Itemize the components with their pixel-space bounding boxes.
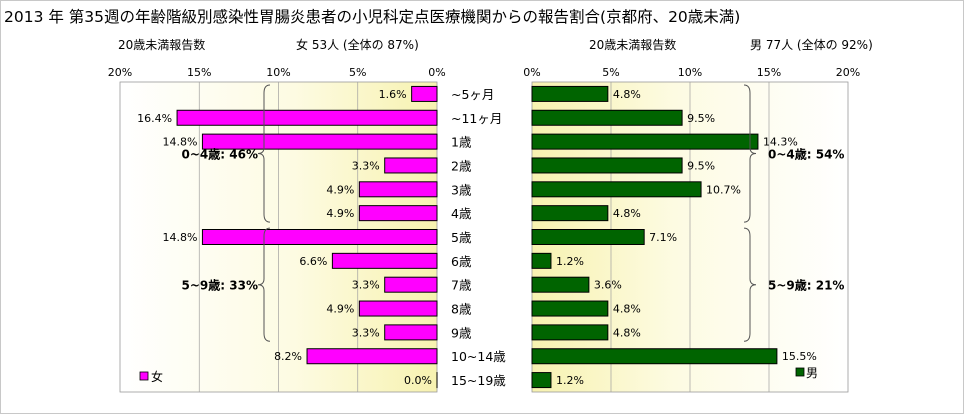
male-group-label: 5~9歳: 21% [768,278,844,293]
male-value-label: 15.5% [782,350,817,363]
male-value-label: 1.2% [556,255,584,268]
male-value-label: 4.8% [613,326,641,339]
female-group-bracket [257,84,271,223]
female-x-tick-label: 5% [349,66,366,79]
category-label: ~11ヶ月 [451,111,502,126]
category-label: 5歳 [451,230,472,245]
category-label: 4歳 [451,206,472,221]
female-value-label: 1.6% [379,88,407,101]
male-bar [531,157,683,174]
male-group-bracket [743,84,757,223]
male-x-tick-label: 5% [602,66,619,79]
male-bar [531,300,609,317]
male-legend-label: 男 [806,366,818,380]
female-value-label: 4.9% [326,207,354,220]
category-label: 3歳 [451,182,472,197]
female-bar [306,348,438,365]
female-x-tick-label: 10% [266,66,290,79]
female-value-label: 14.8% [162,136,197,149]
male-group-bracket [743,227,757,342]
male-value-label: 3.6% [594,279,622,292]
female-bar [331,252,438,269]
female-x-tick-label: 0% [428,66,445,79]
female-bar [176,109,438,126]
female-value-label: 4.9% [326,303,354,316]
male-bar [531,348,778,365]
male-bar [531,372,552,389]
male-x-tick-label: 15% [757,66,781,79]
male-bar [531,324,609,341]
male-bar [531,181,702,198]
female-value-label: 16.4% [137,112,172,125]
male-bar [531,276,590,293]
female-count-summary: 女 53人 (全体の 87%) [296,38,419,52]
female-legend-swatch [139,371,149,381]
female-bar [358,300,438,317]
male-value-label: 9.5% [687,112,715,125]
male-bar [531,109,683,126]
female-bar [384,324,438,341]
female-value-label: 6.6% [299,255,327,268]
female-group-label: 0~4歳: 46% [182,147,258,162]
male-x-tick-label: 10% [678,66,702,79]
male-value-label: 9.5% [687,159,715,172]
male-value-label: 4.8% [613,88,641,101]
category-label: ~5ヶ月 [451,87,494,102]
category-label: 1歳 [451,135,472,150]
male-value-label: 1.2% [556,374,584,387]
category-label: 9歳 [451,325,472,340]
female-value-label: 0.0% [404,374,432,387]
male-bar [531,252,552,269]
female-bar [384,157,438,174]
female-legend-label: 女 [151,369,163,384]
female-value-label: 8.2% [274,350,302,363]
female-group-bracket [257,227,271,342]
male-bar [531,229,645,245]
male-value-label: 14.3% [763,136,798,149]
female-count-label: 20歳未満報告数 [118,38,206,52]
female-x-tick-label: 15% [187,66,211,79]
category-label: 6歳 [451,254,472,269]
female-bar [201,229,438,245]
female-bar [358,205,438,222]
male-bar [531,85,609,102]
male-value-label: 7.1% [649,231,677,244]
female-group-label: 5~9歳: 33% [182,278,258,293]
male-x-tick-label: 20% [836,66,860,79]
category-label: 2歳 [451,158,472,173]
male-value-label: 4.8% [613,303,641,316]
female-value-label: 3.3% [352,279,380,292]
male-value-label: 4.8% [613,207,641,220]
female-bar [358,181,438,198]
male-x-tick-label: 0% [523,66,540,79]
category-label: 15~19歳 [451,373,506,388]
female-value-label: 14.8% [162,231,197,244]
male-legend-swatch [795,367,805,377]
male-group-label: 0~4歳: 54% [768,147,844,162]
category-label: 7歳 [451,278,472,293]
female-value-label: 3.3% [352,326,380,339]
chart-title: 2013 年 第35週の年齢階級別感染性胃腸炎患者の小児科定点医療機関からの報告… [4,8,741,26]
male-count-label: 20歳未満報告数 [589,38,677,52]
male-value-label: 10.7% [706,183,741,196]
female-x-tick-label: 20% [108,66,132,79]
male-bar [531,133,759,150]
female-bar [411,85,438,102]
category-label: 10~14歳 [451,349,506,364]
female-value-label: 4.9% [326,183,354,196]
female-value-label: 3.3% [352,159,380,172]
male-bar [531,205,609,222]
female-bar [201,133,438,150]
male-count-summary: 男 77人 (全体の 92%) [750,38,873,52]
female-bar [384,276,438,293]
category-label: 8歳 [451,302,472,317]
